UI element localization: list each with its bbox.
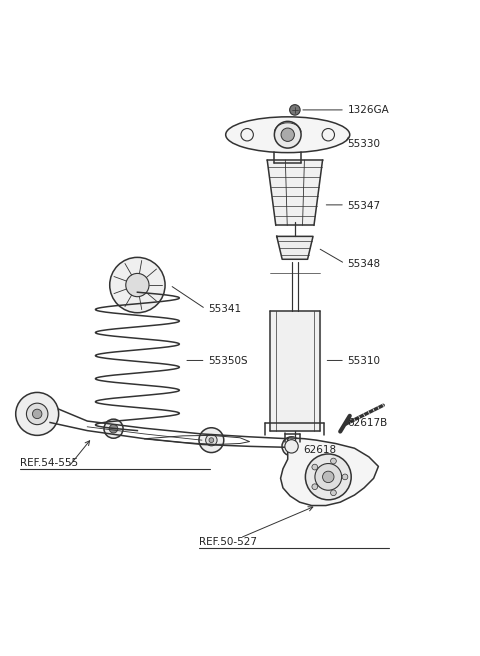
Circle shape [33, 409, 42, 419]
Text: 55348: 55348 [348, 258, 381, 268]
Text: 55330: 55330 [348, 139, 380, 150]
Text: REF.54-555: REF.54-555 [21, 458, 79, 468]
Circle shape [275, 121, 301, 148]
Circle shape [104, 419, 123, 438]
Circle shape [312, 464, 318, 470]
Text: 55310: 55310 [348, 356, 380, 367]
Circle shape [331, 490, 336, 496]
Circle shape [126, 274, 149, 297]
Circle shape [289, 105, 300, 115]
Circle shape [323, 471, 334, 483]
Circle shape [312, 484, 318, 489]
Circle shape [281, 128, 294, 142]
Text: 62618: 62618 [303, 445, 336, 455]
Circle shape [305, 454, 351, 500]
Ellipse shape [226, 117, 350, 153]
Circle shape [315, 464, 342, 490]
Polygon shape [267, 160, 323, 226]
Circle shape [16, 392, 59, 436]
Circle shape [199, 428, 224, 453]
Text: 62617B: 62617B [348, 419, 388, 428]
Circle shape [241, 129, 253, 141]
Circle shape [285, 440, 298, 453]
Circle shape [322, 129, 335, 141]
Polygon shape [281, 438, 378, 506]
Text: 1326GA: 1326GA [348, 105, 389, 115]
Circle shape [331, 458, 336, 464]
Text: 55350S: 55350S [208, 356, 248, 367]
Circle shape [110, 257, 165, 313]
Circle shape [209, 438, 214, 443]
Circle shape [287, 442, 296, 451]
Circle shape [26, 403, 48, 424]
Circle shape [109, 424, 118, 433]
Circle shape [205, 434, 217, 446]
Text: REF.50-527: REF.50-527 [199, 537, 257, 547]
Text: 55347: 55347 [348, 201, 381, 211]
Polygon shape [277, 236, 313, 259]
Circle shape [282, 437, 301, 456]
Text: 55341: 55341 [208, 304, 241, 314]
Circle shape [342, 474, 348, 480]
Polygon shape [270, 312, 320, 430]
